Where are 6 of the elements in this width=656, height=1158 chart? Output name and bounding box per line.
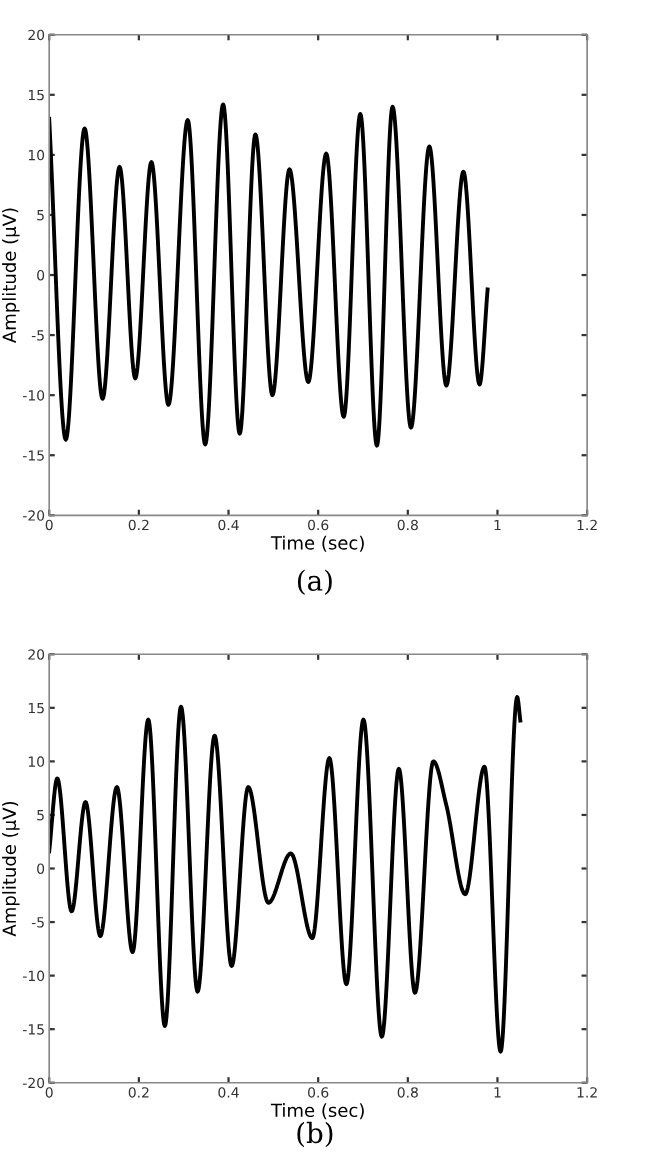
x-axis-title: Time (sec) — [270, 1103, 364, 1120]
text: (a) — [297, 569, 332, 595]
text: (b) — [297, 1121, 333, 1148]
y-axis-title: Amplitude (µV) — [2, 801, 20, 937]
y-axis-title: Amplitude (µV) — [2, 208, 20, 343]
x-axis-title: Time (sec) — [270, 535, 364, 552]
